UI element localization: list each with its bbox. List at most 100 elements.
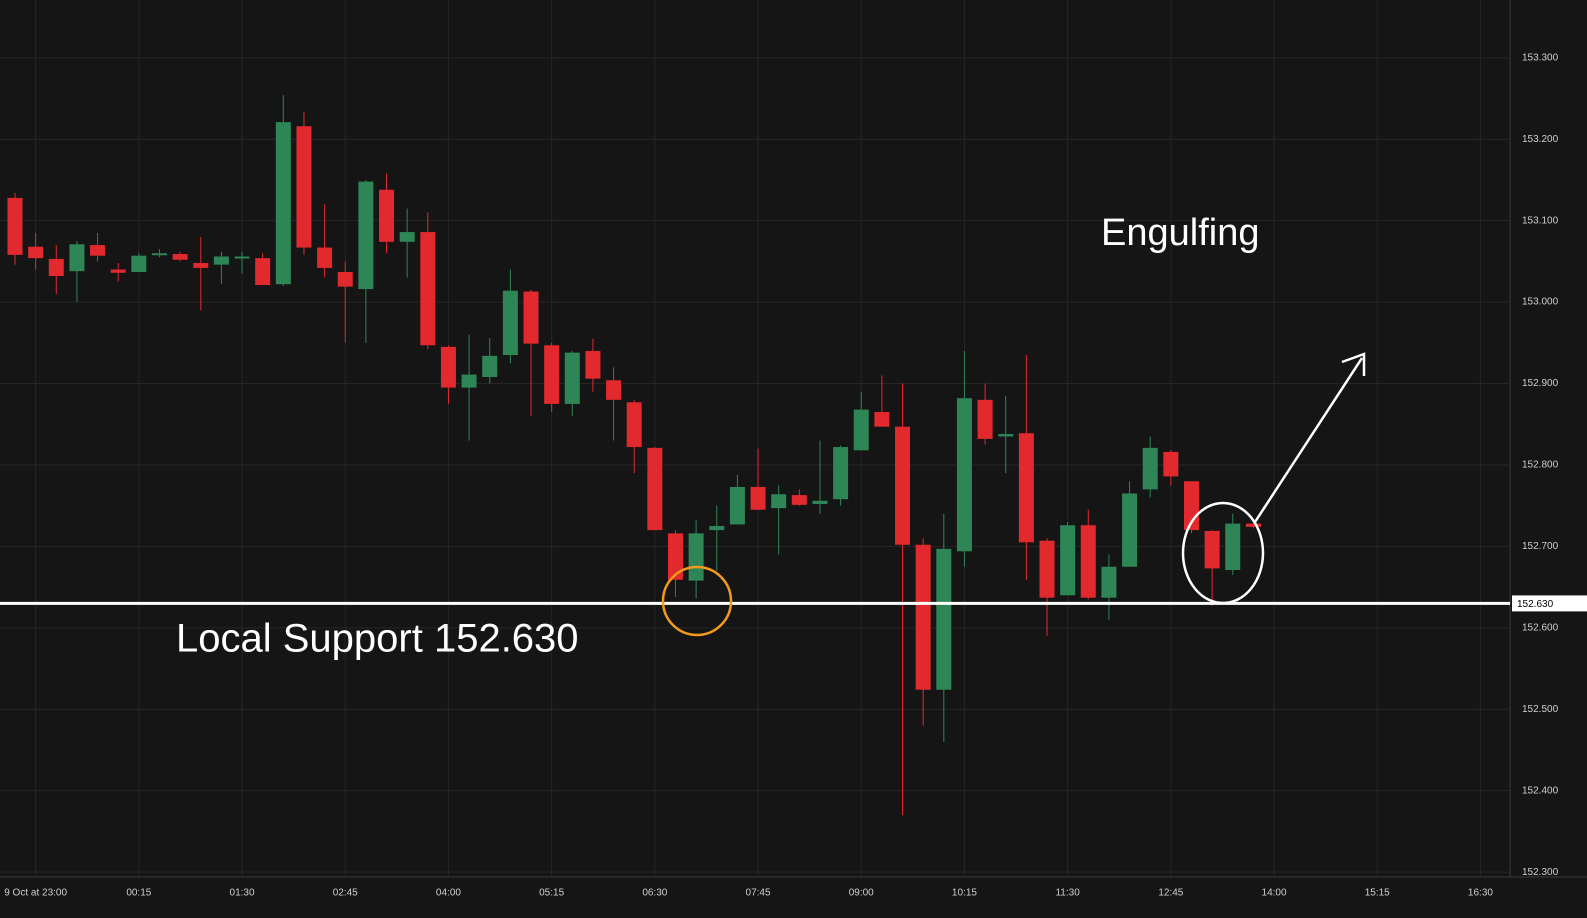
- candle-body: [234, 256, 250, 259]
- candle-body: [399, 232, 415, 242]
- y-tick-label: 153.300: [1522, 52, 1559, 63]
- support-label-box: [1512, 595, 1587, 612]
- candle-body: [688, 533, 704, 581]
- y-tick-label: 152.400: [1522, 785, 1559, 796]
- candle-body: [1080, 525, 1096, 598]
- x-tick-label: 05:15: [539, 888, 564, 899]
- overlay: 152.630: [0, 595, 1587, 612]
- candle-body: [1101, 566, 1117, 598]
- candle-body: [502, 290, 518, 356]
- candle-body: [791, 495, 807, 505]
- candle-body: [750, 486, 766, 510]
- candle-body: [296, 126, 312, 248]
- x-tick-label: 10:15: [952, 888, 977, 899]
- candle-body: [853, 409, 869, 451]
- y-tick-label: 153.200: [1522, 134, 1559, 145]
- candle-body: [172, 254, 188, 260]
- x-tick-label: 04:00: [436, 888, 461, 899]
- candle-body: [193, 263, 209, 268]
- candle-body: [420, 232, 436, 346]
- candle-body: [606, 380, 622, 400]
- candle-body: [874, 412, 890, 427]
- candle-body: [956, 398, 972, 552]
- candle-body: [812, 500, 828, 505]
- candle-body: [461, 374, 477, 388]
- candle-body: [626, 402, 642, 448]
- x-tick-label: 06:30: [642, 888, 667, 899]
- highlight-ellipse: [1181, 501, 1265, 605]
- candle-body: [482, 355, 498, 378]
- candle-body: [1204, 530, 1220, 569]
- candle-body: [729, 486, 745, 525]
- candle-body: [833, 447, 849, 500]
- candle-body: [69, 244, 85, 272]
- candle-body: [544, 345, 560, 404]
- y-tick-label: 152.800: [1522, 460, 1559, 471]
- candle-body: [585, 350, 601, 379]
- candle-body: [977, 399, 993, 439]
- candle-body: [667, 533, 683, 580]
- x-tick-label: 12:45: [1158, 888, 1183, 899]
- candle-body: [28, 246, 44, 259]
- x-tick-label: 00:15: [126, 888, 151, 899]
- candle-body: [358, 181, 374, 290]
- x-tick-label: 01:30: [230, 888, 255, 899]
- y-tick-label: 152.900: [1522, 378, 1559, 389]
- candle-body: [7, 197, 23, 255]
- candle-body: [1142, 447, 1158, 490]
- y-tick-label: 152.600: [1522, 622, 1559, 633]
- candle-body: [771, 494, 787, 509]
- candle-body: [1018, 433, 1034, 543]
- candle-body: [564, 352, 580, 404]
- candle-body: [48, 258, 64, 277]
- candle-body: [90, 245, 106, 256]
- arrow-shaft: [1253, 357, 1364, 523]
- candle-body: [647, 447, 663, 531]
- candle-body: [1245, 523, 1261, 527]
- arrow-head: [1341, 352, 1366, 376]
- x-tick-label: 11:30: [1055, 888, 1080, 899]
- candles: [7, 95, 1261, 816]
- grid: 152.300 152.400 152.500 152.600 152.700 152.8…: [0, 0, 1559, 899]
- y-tick-label: 153.100: [1522, 215, 1559, 226]
- candle-body: [936, 548, 952, 690]
- y-tick-label: 152.500: [1522, 704, 1559, 715]
- candle-body: [151, 253, 167, 256]
- candle-body: [915, 544, 931, 690]
- highlight-circle: [661, 565, 733, 637]
- candle-body: [1163, 451, 1179, 477]
- x-tick-label: 14:00: [1262, 888, 1287, 899]
- candle-body: [110, 269, 126, 273]
- candle-body: [440, 346, 456, 388]
- x-tick-label: 09:00: [849, 888, 874, 899]
- candle-body: [337, 271, 353, 287]
- candle-body: [379, 189, 395, 242]
- candle-body: [523, 291, 539, 344]
- y-tick-label: 152.300: [1522, 867, 1559, 878]
- candle-body: [317, 247, 333, 268]
- pattern-annotation: Engulfing: [1101, 212, 1259, 254]
- candle-body: [131, 255, 147, 272]
- candle-body: [998, 434, 1014, 437]
- y-tick-label: 152.700: [1522, 541, 1559, 552]
- x-tick-label: 15:15: [1365, 888, 1390, 899]
- candle-body: [1060, 525, 1076, 596]
- y-tick-label: 153.000: [1522, 297, 1559, 308]
- support-annotation: Local Support 152.630: [176, 617, 579, 661]
- candle-body: [1225, 523, 1241, 571]
- candle-body: [709, 526, 725, 531]
- x-tick-label: 07:45: [746, 888, 771, 899]
- candle-body: [275, 122, 291, 285]
- x-tick-label: 9 Oct at 23:00: [4, 888, 67, 899]
- candle-body: [213, 256, 229, 265]
- x-tick-label: 02:45: [333, 888, 358, 899]
- x-tick-label: 16:30: [1468, 888, 1493, 899]
- candle-body: [1122, 493, 1138, 567]
- support-label: 152.630: [1517, 599, 1554, 610]
- candle-body: [895, 426, 911, 545]
- candle-body: [255, 258, 271, 286]
- candle-body: [1039, 540, 1055, 598]
